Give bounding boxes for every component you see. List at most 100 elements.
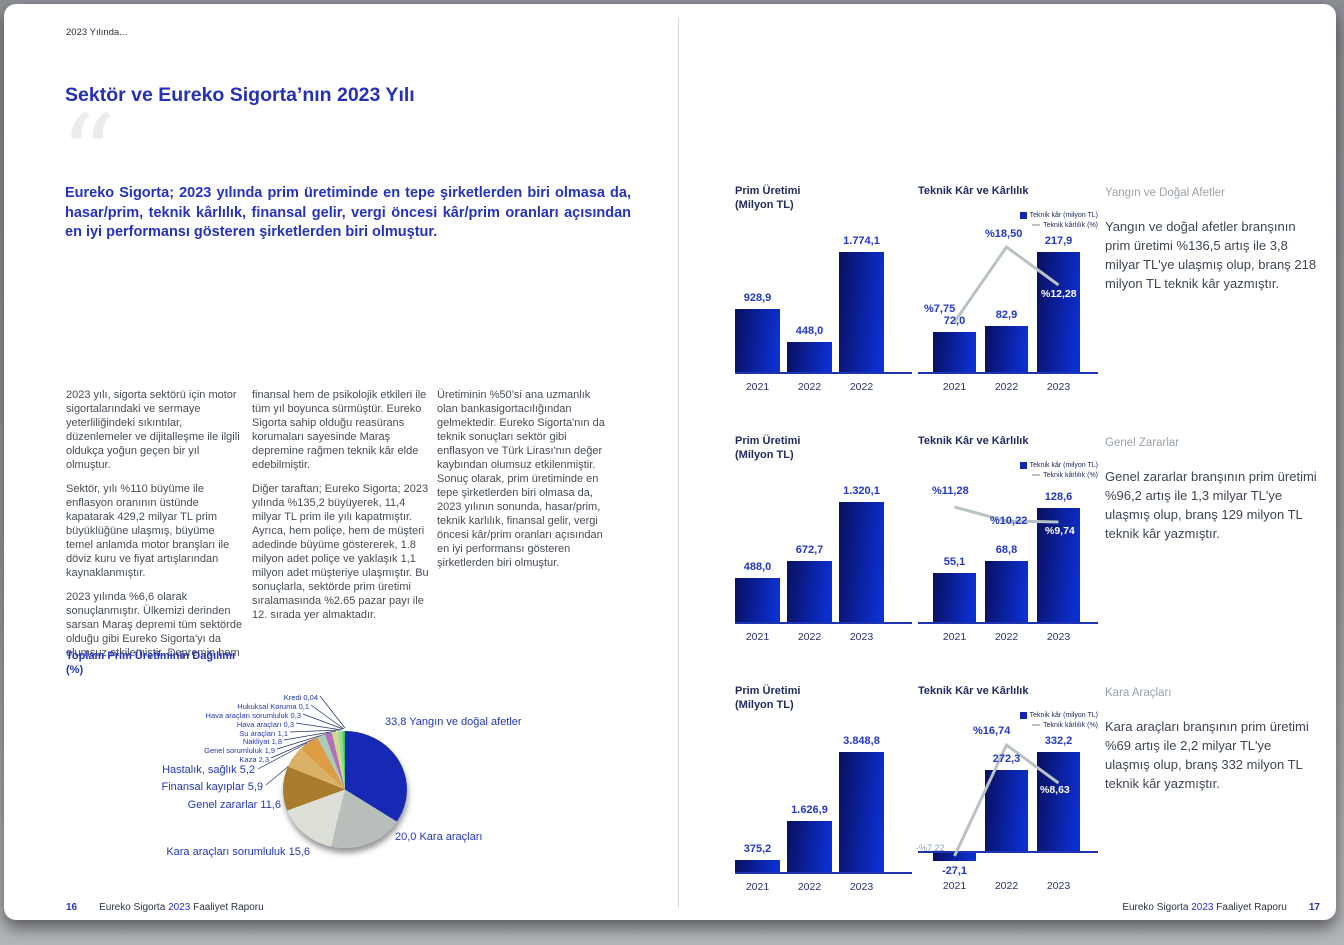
pie-slice-label: Nakliyat 1,8 [242, 737, 282, 746]
x-tick-label: 2023 [1046, 880, 1071, 892]
bar-value-label: 488,0 [743, 561, 772, 573]
fire-row: Prim Üretimi (Milyon TL) 928,9 2021 448,0 202… [4, 185, 1336, 430]
x-tick-label: 2022 [994, 631, 1019, 643]
genel-text-block: Genel Zararlar Genel zararlar branşının … [1105, 437, 1317, 543]
legend-item: Teknik kâr (milyon TL) [1019, 210, 1098, 220]
bar [985, 770, 1028, 851]
bar-value-label: 82,9 [995, 309, 1018, 321]
bar [985, 326, 1028, 372]
x-axis [735, 372, 912, 374]
running-header: 2023 Yılında... [66, 27, 128, 38]
bar [839, 752, 884, 872]
x-tick-label: 2023 [1046, 631, 1071, 643]
bar-value-label: 3.848,8 [843, 735, 880, 747]
genel-profit-chart: Teknik Kâr ve Kârlılık Teknik kâr (milyon… [918, 435, 1098, 675]
legend-item: Teknik kârlılık (%) [1020, 720, 1098, 730]
page-title: Sektör ve Eureko Sigorta’nın 2023 Yılı [65, 84, 415, 106]
footer-year: 2023 [1191, 902, 1214, 913]
pie-slice-label: Hastalık, sağlık 5,2 [162, 764, 255, 776]
footer-rest: Faaliyet Raporu [193, 902, 264, 913]
legend-bar-swatch-icon [1019, 711, 1027, 719]
bar [933, 332, 976, 372]
pie-slice-label: 33,8 Yangın ve doğal afetler [385, 716, 522, 728]
bar [735, 860, 780, 872]
footer-rest: Faaliyet Raporu [1216, 902, 1287, 913]
chart-title: Prim Üretimi [735, 685, 801, 697]
chart-legend: Teknik kâr (milyon TL) Teknik kârlılık (%… [1019, 210, 1098, 230]
pie-slice-label: 20,0 Kara araçları [395, 831, 483, 843]
x-tick-label: 2022 [994, 880, 1019, 892]
pie-title-line2: (%) [66, 664, 84, 676]
pie-slice-label: Hava araçları 0,3 [236, 720, 294, 729]
line-value-label: %7,75 [924, 303, 956, 315]
paragraph: 2023 yılında %6,6 olarak sonuçlanmıştır.… [66, 591, 243, 659]
profitability-trend-line [953, 244, 1060, 323]
bar [1037, 252, 1080, 372]
x-tick-label: 2021 [745, 381, 770, 393]
chart-title: Teknik Kâr ve Kârlılık [918, 185, 1029, 197]
legend-bar-swatch-icon [1019, 461, 1027, 469]
bar-value-label: 55,1 [943, 556, 966, 568]
pie-slice-label: Genel sorumluluk 1,9 [204, 746, 275, 755]
chart-subtitle: (Milyon TL) [735, 449, 794, 461]
bar [787, 561, 832, 622]
chart-subtitle: (Milyon TL) [735, 199, 794, 211]
pie-slice-label: Genel zararlar 11,6 [187, 799, 281, 811]
genel-premium-chart: Prim Üretimi (Milyon TL) 488,0 2021 672,7 202… [735, 435, 912, 675]
pull-quote: Eureko Sigorta; 2023 yılında prim üretim… [65, 185, 631, 240]
kara-row: Prim Üretimi (Milyon TL) 375,2 2021 1.626,9 2… [4, 685, 1336, 930]
bar [985, 561, 1028, 622]
bar [735, 309, 780, 372]
page-number: 16 [66, 902, 78, 913]
pie-slice-label: Su araçları 1,1 [239, 729, 288, 738]
bar [735, 578, 780, 622]
body-column-1: 2023 yılı, sigorta sektörü için motor si… [66, 388, 243, 670]
pie-slice-label: Kredi 0,04 [283, 693, 318, 702]
x-tick-label: 2022 [797, 381, 822, 393]
pie-chart-title: Toplam Prim Üretiminin Dağılımı (%) [66, 649, 235, 677]
bar-value-label: 1.320,1 [843, 485, 880, 497]
x-axis [918, 851, 1098, 853]
chart-title: Teknik Kâr ve Kârlılık [918, 435, 1029, 447]
bar-value-label: 375,2 [743, 843, 772, 855]
legend-label: Teknik kâr (milyon TL) [1029, 711, 1098, 719]
x-axis [735, 872, 912, 874]
bar-value-label: 672,7 [795, 544, 824, 556]
line-value-label: %10,22 [990, 515, 1028, 527]
legend-item: Teknik kârlılık (%) [1020, 220, 1098, 230]
section-heading: Kara Araçları [1105, 687, 1172, 699]
fire-text-block: Yangın ve Doğal Afetler Yangın ve doğal … [1105, 187, 1317, 293]
bar [787, 821, 832, 872]
x-tick-label: 2022 [849, 381, 874, 393]
x-tick-label: 2022 [994, 381, 1019, 393]
bar [1037, 508, 1080, 622]
bar [839, 502, 884, 622]
legend-item: Teknik kâr (milyon TL) [1019, 460, 1098, 470]
premium-distribution-pie-chart: 33,8 Yangın ve doğal afetler 20,0 Kara ar… [100, 685, 530, 885]
page-number: 17 [1308, 902, 1320, 913]
paragraph: 2023 yılı, sigorta sektörü için motor si… [66, 389, 240, 471]
chart-title: Prim Üretimi [735, 185, 801, 197]
line-value-label: %16,74 [973, 725, 1011, 737]
pie-title-line1: Toplam Prim Üretiminin Dağılımı [66, 650, 236, 662]
quote-mark-icon: “ [60, 91, 117, 219]
kara-profit-chart: Teknik Kâr ve Kârlılık Teknik kâr (milyon… [916, 685, 1098, 925]
x-axis [918, 372, 1098, 374]
x-tick-label: 2022 [797, 631, 822, 643]
legend-label: Teknik kârlılık (%) [1043, 471, 1098, 479]
x-tick-label: 2021 [942, 381, 967, 393]
line-value-label: %12,28 [1041, 288, 1077, 300]
x-axis [735, 622, 912, 624]
bar-value-label: 332,2 [1044, 735, 1073, 747]
pie-slice-label: Kaza 2,3 [239, 755, 269, 764]
bar-value-label: 68,8 [995, 544, 1018, 556]
kara-premium-chart: Prim Üretimi (Milyon TL) 375,2 2021 1.626,9 2… [735, 685, 912, 925]
line-value-label: %9,74 [1045, 525, 1075, 537]
paragraph: Sektör, yılı %110 büyüme ile enflasyon o… [66, 483, 230, 579]
line-value-label: %8,63 [1040, 784, 1070, 796]
legend-line-swatch-icon [1032, 474, 1041, 476]
legend-item: Teknik kârlılık (%) [1020, 470, 1098, 480]
chart-legend: Teknik kâr (milyon TL) Teknik kârlılık (%… [1019, 460, 1098, 480]
x-tick-label: 2023 [849, 631, 874, 643]
chart-subtitle: (Milyon TL) [735, 699, 794, 711]
